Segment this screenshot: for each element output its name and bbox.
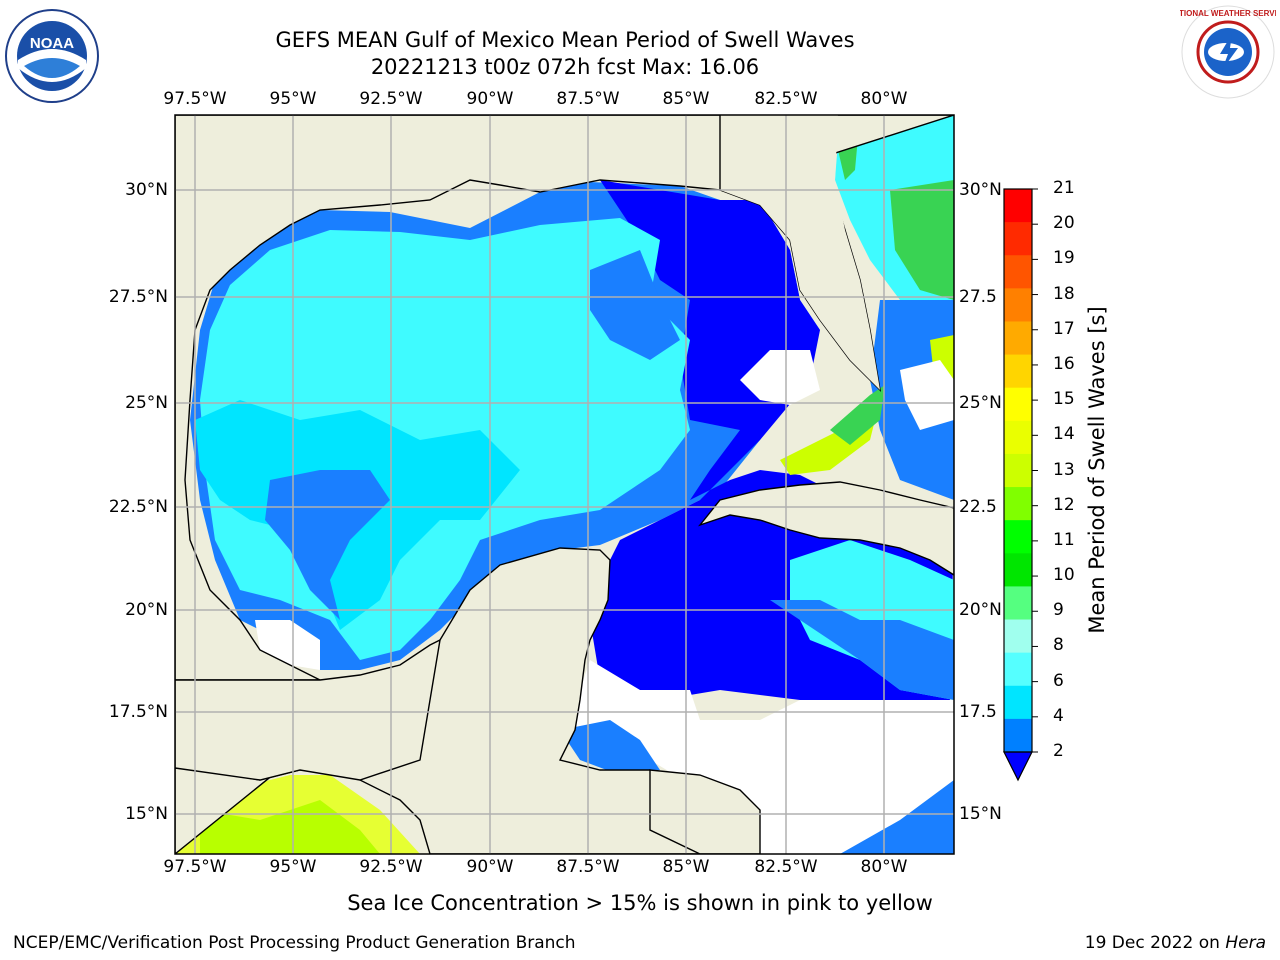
lon-label-top: 97.5°W [163, 89, 227, 109]
colorbar-tick-label: 2 [1053, 741, 1064, 761]
lon-label-bottom: 82.5°W [754, 857, 818, 877]
lon-label-top: 85°W [662, 89, 710, 109]
lon-label-bottom: 87.5°W [556, 857, 620, 877]
colorbar-segment [1004, 387, 1032, 422]
no-data-bay-campeche [255, 620, 320, 670]
colorbar-tick-label: 14 [1053, 424, 1075, 445]
svg-text:NOAA: NOAA [30, 35, 74, 52]
colorbar-segment [1004, 321, 1032, 356]
lon-label-top: 90°W [466, 89, 514, 109]
colorbar-tick-label: 8 [1053, 635, 1064, 656]
lat-label-left: 27.5°N [108, 287, 168, 307]
noaa-logo: NOAA [5, 9, 99, 103]
lat-label-left: 20°N [125, 600, 168, 620]
colorbar-segment [1004, 288, 1032, 322]
no-data-florida-bay [740, 350, 820, 405]
colorbar-label: Mean Period of Swell Waves [s] [1085, 306, 1109, 634]
nws-logo: NATIONAL WEATHER SERVICE [1180, 5, 1276, 99]
colorbar-tick-label: 15 [1053, 389, 1075, 410]
colorbar-segment [1004, 453, 1032, 488]
lon-label-bottom: 80°W [860, 857, 908, 877]
no-data-yucatan-inner [560, 720, 660, 775]
lat-label-right: 15°N [959, 804, 1002, 824]
colorbar-segment [1004, 255, 1032, 289]
colorbar-tick-label: 10 [1053, 565, 1075, 586]
lat-label-left: 17.5°N [108, 702, 168, 722]
lat-label-right: 27.5 [959, 287, 997, 307]
straits-green [830, 385, 885, 445]
lat-label-right: 25°N [959, 393, 1002, 413]
lat-label-right: 17.5 [959, 702, 997, 722]
colorbar-segment [1004, 619, 1032, 654]
lon-label-bottom: 90°W [466, 857, 514, 877]
land-florida-fill [720, 115, 880, 390]
colorbar-tick-label: 20 [1053, 213, 1075, 234]
lat-label-left: 30°N [125, 180, 168, 200]
lon-label-bottom: 95°W [269, 857, 317, 877]
sea-ice-note: Sea Ice Concentration > 15% is shown in … [347, 891, 933, 915]
colorbar-segment [1004, 222, 1032, 256]
colorbar-tick-label: 21 [1053, 178, 1075, 198]
lat-label-left: 15°N [125, 804, 168, 824]
land-central-america [649, 769, 761, 854]
lat-label-left: 25°N [125, 393, 168, 413]
colorbar-segment [1004, 189, 1032, 223]
footer-host: Hera [1225, 933, 1266, 953]
lon-label-bottom: 92.5°W [359, 857, 423, 877]
colorbar-extend-arrow [1003, 751, 1033, 782]
colorbar-segment [1004, 354, 1032, 389]
gulf-mid-patch-2 [590, 250, 680, 360]
colorbar-segment [1004, 520, 1032, 554]
lon-label-top: 92.5°W [359, 89, 423, 109]
caribbean-mid [770, 600, 954, 700]
lon-label-top: 80°W [860, 89, 908, 109]
colorbar-segment [1004, 420, 1032, 455]
graticule [175, 115, 954, 854]
svg-text:NATIONAL WEATHER SERVICE: NATIONAL WEATHER SERVICE [1180, 9, 1276, 18]
atlantic-green [890, 180, 954, 300]
land-north-coast [175, 115, 721, 681]
lat-label-left: 22.5°N [108, 497, 168, 517]
lon-label-bottom: 97.5°W [163, 857, 227, 877]
lon-label-top: 82.5°W [754, 89, 818, 109]
colorbar-segment [1004, 685, 1032, 720]
colorbar-tick-label: 12 [1053, 494, 1075, 515]
colorbar-tick-label: 11 [1053, 529, 1075, 550]
lat-label-right: 30°N [959, 180, 1002, 200]
colorbar-tick-label: 17 [1053, 318, 1075, 339]
lon-label-top: 95°W [269, 89, 317, 109]
footer-date-text: 19 Dec 2022 on [1084, 933, 1226, 953]
no-data-yucatan-sea [570, 660, 954, 854]
colorbar [1003, 188, 1038, 782]
footer-date: 19 Dec 2022 on Hera [1085, 933, 1266, 953]
lat-label-right: 20°N [959, 600, 1002, 620]
colorbar-tick-label: 6 [1053, 670, 1064, 691]
no-data-keys [900, 360, 954, 430]
map-frame [174, 114, 955, 855]
colorbar-segment [1004, 586, 1032, 621]
colorbar-tick-label: 4 [1053, 705, 1064, 726]
colorbar-segment [1004, 487, 1032, 521]
lon-label-top: 87.5°W [556, 89, 620, 109]
colorbar-segment [1004, 553, 1032, 587]
lat-label-right: 22.5 [959, 497, 997, 517]
plot-title: GEFS MEAN Gulf of Mexico Mean Period of … [275, 28, 855, 52]
straits-yellow [780, 400, 880, 475]
no-data-bottom-right [840, 780, 954, 854]
land-mexico [175, 638, 441, 781]
colorbar-tick-label: 9 [1053, 600, 1064, 621]
lon-label-bottom: 85°W [662, 857, 710, 877]
colorbar-segment [1004, 652, 1032, 687]
colorbar-tick-label: 18 [1053, 283, 1075, 304]
colorbar-tick-label: 13 [1053, 459, 1075, 480]
colorbar-tick-label: 16 [1053, 353, 1075, 374]
colorbar-tick-label: 19 [1053, 248, 1075, 269]
plot-subtitle: 20221213 t00z 072h fcst Max: 16.06 [370, 55, 760, 79]
footer-credit: NCEP/EMC/Verification Post Processing Pr… [13, 933, 576, 953]
colorbar-segment [1004, 718, 1032, 753]
